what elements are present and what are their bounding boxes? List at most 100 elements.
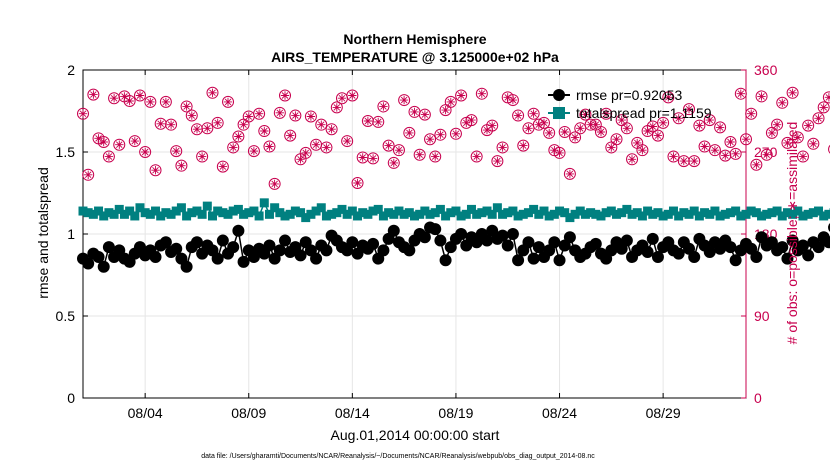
obs-assimilated-point [374, 117, 383, 127]
obs-assimilated-point [788, 88, 797, 97]
totalspread-point [311, 206, 321, 216]
rmse-point [703, 246, 716, 259]
obs-assimilated-point [757, 92, 766, 101]
obs-possible-point [367, 152, 380, 165]
obs-possible-point [755, 90, 768, 103]
obs-assimilated-point [472, 152, 481, 161]
obs-assimilated-point [379, 102, 388, 111]
obs-possible-point [574, 122, 587, 135]
obs-possible-point [413, 148, 426, 161]
obs-assimilated-point [493, 156, 502, 166]
obs-assimilated-point [565, 169, 575, 179]
obs-possible-point [201, 122, 214, 135]
obs-possible-point [776, 96, 789, 109]
totalspread-point [788, 209, 798, 219]
obs-assimilated-point [135, 91, 145, 100]
obs-possible-point [356, 151, 369, 164]
obs-assimilated-point [798, 152, 808, 161]
obs-assimilated-point [482, 125, 492, 135]
rmse-point [346, 236, 359, 249]
totalspread-point [207, 211, 217, 221]
obs-assimilated-point [425, 135, 435, 144]
totalspread-point [684, 209, 694, 219]
rmse-point [232, 224, 245, 237]
obs-possible-point [496, 141, 509, 154]
obs-assimilated-point [731, 149, 740, 158]
totalspread-point [720, 209, 730, 219]
obs-possible-point [165, 118, 178, 131]
obs-possible-point [714, 121, 727, 134]
obs-possible-point [594, 125, 607, 138]
obs-assimilated-point [234, 132, 243, 141]
totalspread-point [446, 208, 456, 218]
obs-assimilated-point [555, 148, 564, 158]
rmse-point [227, 241, 240, 254]
obs-assimilated-point [436, 130, 445, 139]
totalspread-point [358, 208, 368, 218]
totalspread-point [99, 211, 109, 221]
obs-assimilated-point [643, 126, 652, 136]
obs-possible-point [268, 177, 281, 190]
obs-assimilated-point [804, 121, 813, 130]
totalspread-point [441, 211, 451, 221]
totalspread-point [518, 209, 528, 219]
obs-assimilated-point [389, 158, 398, 168]
totalspread-point [679, 208, 689, 218]
obs-assimilated-point [783, 138, 792, 148]
obs-possible-point [734, 87, 747, 100]
obs-assimilated-point [301, 148, 310, 158]
totalspread-point [182, 211, 192, 221]
obs-possible-point [522, 122, 535, 135]
totalspread-point [694, 211, 704, 221]
rmse-point [367, 237, 380, 250]
totalspread-point [202, 201, 212, 211]
rmse-point [310, 252, 323, 265]
totalspread-point [725, 208, 735, 218]
rmse-point [377, 244, 390, 257]
obs-assimilated-point [658, 118, 668, 127]
obs-assimilated-point [772, 120, 782, 129]
obs-possible-point [377, 100, 390, 113]
rmse-point [387, 224, 400, 237]
obs-assimilated-point [280, 91, 290, 100]
obs-possible-point [434, 128, 447, 141]
obs-possible-point [361, 115, 374, 128]
obs-assimilated-point [462, 118, 471, 127]
totalspread-point [109, 209, 119, 219]
rmse-point [263, 239, 276, 252]
obs-possible-point [677, 155, 690, 168]
totalspread-point [529, 204, 539, 214]
totalspread-point [233, 204, 243, 214]
obs-assimilated-point [197, 152, 207, 161]
obs-assimilated-point [420, 110, 430, 119]
totalspread-point [767, 208, 777, 218]
obs-assimilated-point [394, 146, 404, 155]
totalspread-point [270, 203, 280, 213]
obs-assimilated-point [596, 127, 606, 137]
totalspread-point [560, 208, 570, 218]
totalspread-point [596, 211, 606, 221]
rmse-point [812, 241, 825, 254]
totalspread-series [78, 198, 830, 223]
totalspread-point [482, 206, 492, 216]
obs-assimilated-point [306, 112, 316, 121]
obs-assimilated-point [109, 94, 119, 103]
totalspread-point [130, 211, 140, 221]
obs-possible-point [563, 167, 576, 180]
obs-possible-point [517, 139, 530, 152]
obs-possible-point [807, 137, 820, 150]
obs-possible-point [139, 146, 152, 158]
totalspread-point [425, 209, 435, 219]
obs-assimilated-point [254, 109, 264, 118]
obs-possible-point [180, 100, 193, 113]
totalspread-point [430, 208, 440, 218]
obs-assimilated-point [343, 136, 352, 146]
obs-possible-point [693, 119, 706, 132]
obs-assimilated-point [726, 137, 735, 147]
rmse-point [434, 234, 447, 247]
rmse-point [620, 234, 633, 247]
obs-possible-point [206, 86, 219, 99]
rmse-point [781, 252, 794, 265]
rmse-line [82, 226, 830, 269]
totalspread-point [197, 209, 207, 219]
